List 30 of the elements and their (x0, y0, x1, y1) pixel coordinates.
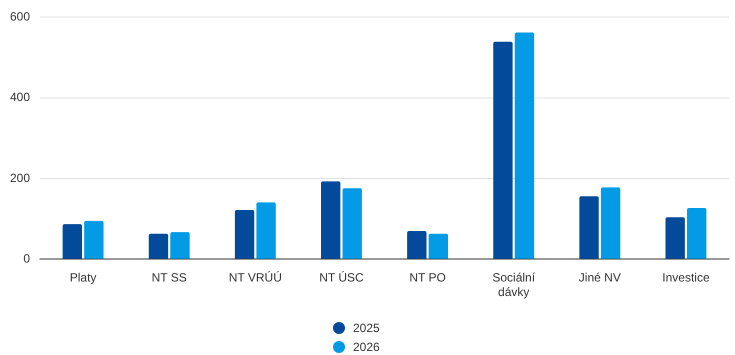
bar (170, 232, 190, 259)
bar (84, 220, 104, 259)
bar (148, 234, 168, 259)
y-tick-label: 400 (10, 90, 30, 104)
bar (665, 217, 685, 259)
y-tick-label: 200 (10, 170, 30, 185)
bar (407, 230, 426, 259)
bar (687, 208, 706, 259)
bar (234, 210, 254, 259)
bar (600, 187, 620, 259)
y-tick-label: 600 (10, 10, 30, 24)
x-tick-label: Platy (70, 270, 96, 285)
bar (62, 224, 82, 259)
x-tick-label: Sociální dávky (492, 270, 536, 300)
bar (493, 42, 513, 259)
x-tick-label: NT SS (152, 270, 187, 285)
x-tick-label: Investice (662, 270, 710, 285)
legend-label: 2026 (353, 340, 380, 354)
x-tick-label: NT ÚSC (319, 270, 364, 285)
bar (514, 32, 534, 259)
x-tick-label: NT PO (409, 270, 446, 285)
legend-label: 2025 (353, 320, 380, 334)
x-tick-label: Jiné NV (578, 270, 621, 285)
bar (342, 188, 362, 259)
bar (256, 202, 276, 259)
bar (579, 196, 599, 259)
y-tick-label: 0 (23, 252, 30, 266)
bar (320, 181, 340, 259)
x-tick-label: NT VRÚÚ (228, 270, 282, 285)
bar (428, 234, 448, 259)
